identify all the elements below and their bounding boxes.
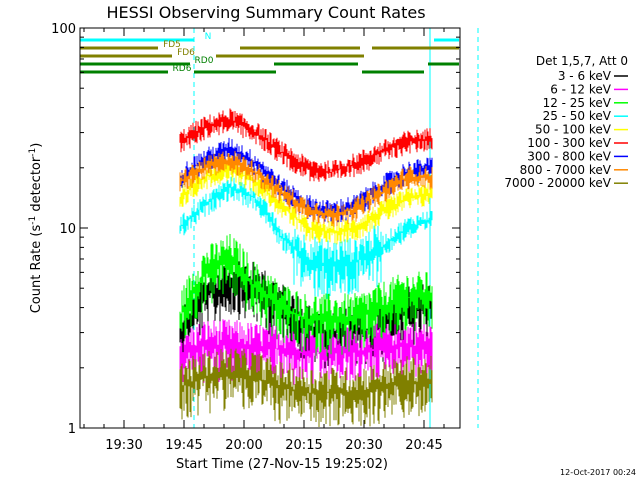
chart-title: HESSI Observing Summary Count Rates	[106, 3, 425, 22]
flag-label-rd0: RD0	[195, 56, 214, 66]
x-axis-label: Start Time (27-Nov-15 19:25:02)	[176, 457, 388, 472]
series-trace-800-7000-kev	[179, 151, 433, 227]
x-tick-label: 19:30	[105, 438, 142, 453]
legend-label-25-50-kev: 25 - 50 keV	[543, 109, 612, 123]
legend-label-100-300-kev: 100 - 300 keV	[527, 136, 611, 150]
series-trace-6-12-kev	[179, 319, 433, 392]
y-tick-label: 1	[68, 422, 76, 437]
flag-label-fd5: FD5	[163, 40, 181, 50]
series-trace-12-25-kev	[179, 234, 433, 357]
y-tick-label: 10	[59, 222, 76, 237]
x-tick-label: 20:45	[405, 438, 442, 453]
legend-label-7000-20000-kev: 7000 - 20000 keV	[504, 176, 611, 190]
series-7000-20000-kev	[179, 348, 433, 427]
legend-label-6-12-kev: 6 - 12 keV	[550, 82, 612, 96]
series-6-12-kev	[179, 319, 433, 392]
x-axis: 19:30 19:45 20:00 20:15 20:30 20:45	[83, 28, 445, 453]
x-tick-label: 20:00	[225, 438, 262, 453]
legend-label-300-800-kev: 300 - 800 keV	[527, 149, 611, 163]
flag-label-fd6: FD6	[177, 48, 195, 58]
series-group	[179, 108, 433, 427]
legend-label-12-25-kev: 12 - 25 keV	[543, 96, 612, 110]
footer-date: 12-Oct-2017 00:24	[560, 468, 636, 477]
x-tick-label: 19:45	[165, 438, 202, 453]
series-trace-25-50-kev	[179, 176, 433, 299]
series-800-7000-kev	[179, 151, 433, 227]
series-100-300-kev	[179, 108, 433, 182]
flag-label-n: N	[205, 32, 212, 42]
legend-label-3-6-kev: 3 - 6 keV	[558, 69, 612, 83]
series-trace-7000-20000-kev	[179, 348, 433, 427]
y-axis-label: Count Rate (s-1 detector-1)	[28, 143, 44, 314]
series-25-50-kev	[179, 176, 433, 299]
legend-label-50-100-kev: 50 - 100 keV	[535, 123, 612, 137]
y-axis: 1 10 100	[51, 22, 460, 437]
series-trace-100-300-kev	[179, 108, 433, 182]
x-tick-label: 20:15	[285, 438, 322, 453]
x-tick-label: 20:30	[345, 438, 382, 453]
series-12-25-kev	[179, 234, 433, 357]
y-tick-label: 100	[51, 22, 76, 37]
legend-label-800-7000-kev: 800 - 7000 keV	[520, 163, 612, 177]
legend-header: Det 1,5,7, Att 0	[536, 54, 628, 68]
flag-label-rd6: RD6	[173, 64, 192, 74]
